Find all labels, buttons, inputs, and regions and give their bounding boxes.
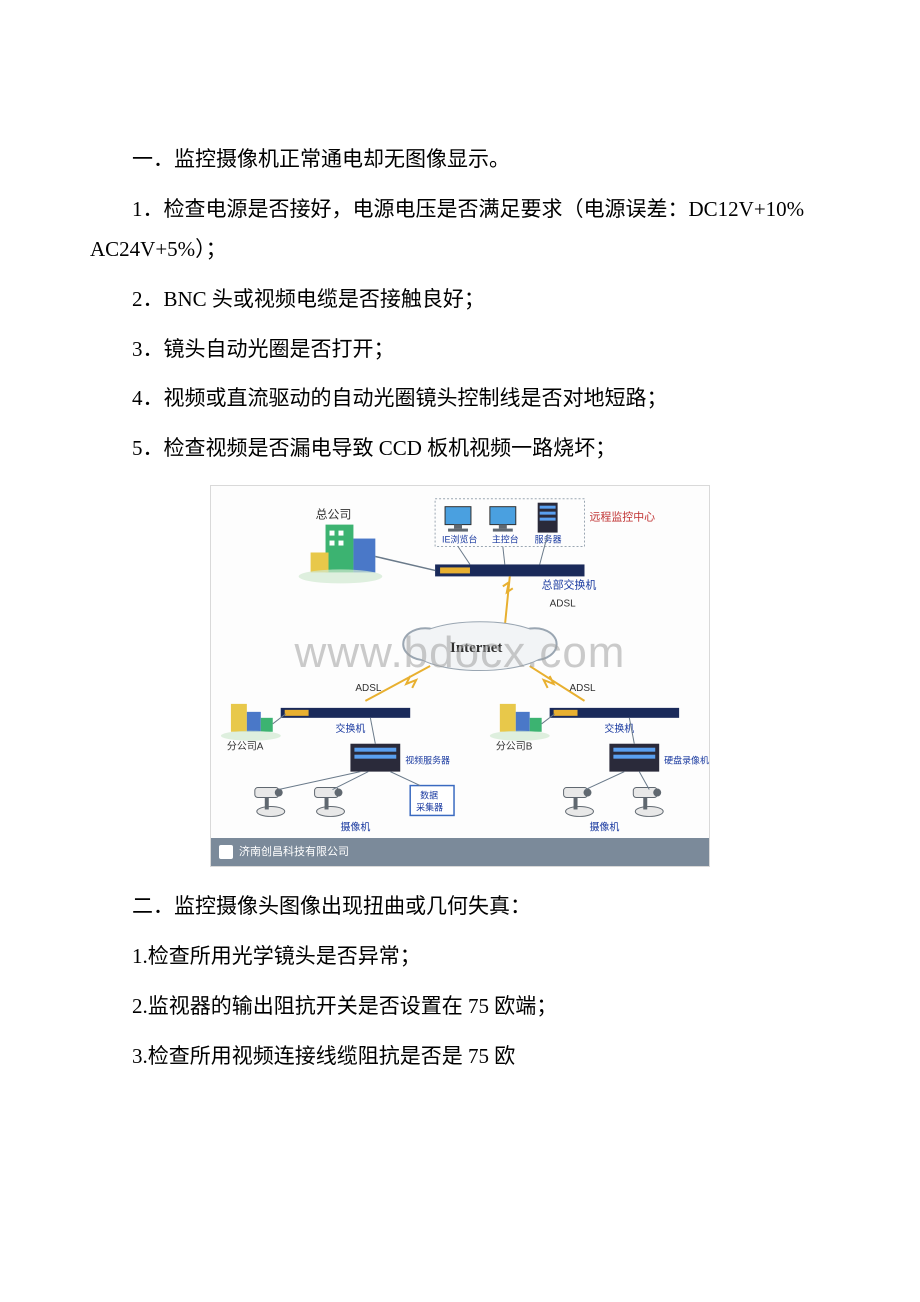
internet-label: Internet bbox=[450, 640, 502, 656]
camera-label-b: 摄像机 bbox=[589, 821, 619, 834]
camera-icon bbox=[255, 788, 285, 817]
section2-item-3: 3.检查所用视频连接线缆阻抗是否是 75 欧 bbox=[90, 1037, 830, 1077]
branch-a-label: 分公司A bbox=[227, 741, 264, 753]
dvr-label: 硬盘录像机 bbox=[664, 755, 709, 766]
section2-item-1: 1.检查所用光学镜头是否异常； bbox=[90, 937, 830, 977]
section1-item-5: 5．检查视频是否漏电导致 CCD 板机视频一路烧坏； bbox=[90, 429, 830, 469]
link-line bbox=[639, 772, 649, 790]
hq-label: 总公司 bbox=[316, 508, 352, 522]
link-line bbox=[503, 547, 505, 565]
camera-icon bbox=[633, 788, 663, 817]
link-line bbox=[273, 714, 286, 724]
link-line bbox=[375, 557, 435, 571]
footer-logo-icon bbox=[219, 845, 233, 859]
ie-monitor-icon bbox=[445, 507, 471, 532]
adsl-label-right: ADSL bbox=[570, 683, 596, 694]
camera-icon bbox=[564, 788, 594, 817]
link-line bbox=[370, 718, 375, 744]
section2-title: 二．监控摄像头图像出现扭曲或几何失真： bbox=[90, 887, 830, 927]
branch-b-building-icon bbox=[490, 704, 550, 741]
hq-building-icon bbox=[299, 525, 383, 584]
lightning-icon bbox=[503, 577, 513, 627]
network-diagram: 总公司 IE浏览台 主控台 服务器 远程监控中心 总部交换机 bbox=[210, 485, 710, 867]
footer-company-label: 济南创昌科技有限公司 bbox=[239, 842, 349, 863]
link-line bbox=[542, 714, 555, 724]
link-line bbox=[458, 547, 470, 565]
section1-item-3: 3．镜头自动光圈是否打开； bbox=[90, 330, 830, 370]
console-monitor-icon bbox=[490, 507, 516, 532]
branch-a-building-icon bbox=[221, 704, 281, 741]
adsl-label-top: ADSL bbox=[550, 599, 576, 610]
console-label: 主控台 bbox=[492, 534, 519, 545]
section1-item-1: 1．检查电源是否接好，电源电压是否满足要求（电源误差：DC12V+10% AC2… bbox=[90, 190, 830, 270]
server-icon bbox=[538, 503, 558, 533]
hq-switch-label: 总部交换机 bbox=[542, 578, 597, 592]
ie-label: IE浏览台 bbox=[442, 534, 477, 545]
section2-item-2: 2.监视器的输出阻抗开关是否设置在 75 欧端； bbox=[90, 987, 830, 1027]
data-collector-label-1: 数据 bbox=[420, 790, 438, 801]
camera-icon bbox=[315, 788, 345, 817]
dvr-icon bbox=[609, 744, 659, 772]
adsl-label-left: ADSL bbox=[355, 683, 381, 694]
remote-center-label: 远程监控中心 bbox=[589, 510, 655, 524]
branch-b-switch-label: 交换机 bbox=[604, 722, 634, 735]
diagram-footer: 济南创昌科技有限公司 bbox=[211, 838, 709, 866]
link-line bbox=[390, 772, 420, 786]
section1-item-4: 4．视频或直流驱动的自动光圈镜头控制线是否对地短路； bbox=[90, 379, 830, 419]
data-collector-label-2: 采集器 bbox=[416, 802, 443, 813]
link-line bbox=[279, 772, 361, 790]
section1-title: 一．监控摄像机正常通电却无图像显示。 bbox=[90, 140, 830, 180]
camera-label-a: 摄像机 bbox=[340, 821, 370, 834]
branch-b-label: 分公司B bbox=[496, 741, 533, 753]
link-line bbox=[585, 772, 624, 790]
branch-a-switch-label: 交换机 bbox=[336, 722, 366, 735]
video-server-icon bbox=[350, 744, 400, 772]
section1-item-2: 2．BNC 头或视频电缆是否接触良好； bbox=[90, 280, 830, 320]
video-server-label: 视频服务器 bbox=[405, 755, 450, 766]
network-diagram-svg: 总公司 IE浏览台 主控台 服务器 远程监控中心 总部交换机 bbox=[211, 486, 709, 866]
server-label: 服务器 bbox=[535, 534, 562, 545]
